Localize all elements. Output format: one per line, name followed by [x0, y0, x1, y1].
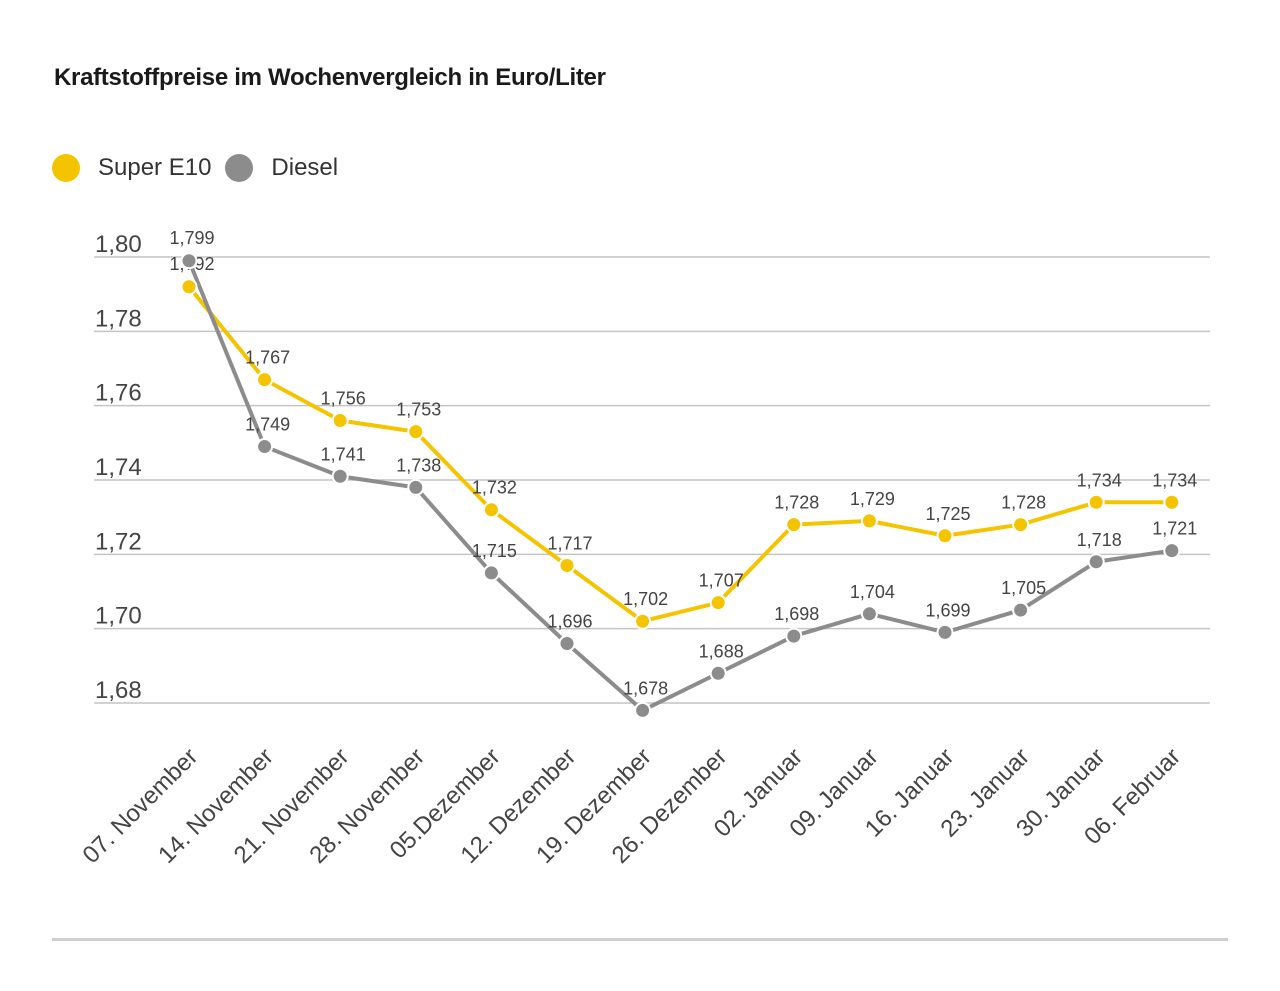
data-point-super-e10 [407, 423, 425, 441]
data-point-diesel [785, 627, 803, 645]
data-label-super-e10: 1,729 [850, 489, 895, 509]
data-point-diesel [709, 664, 727, 682]
data-point-super-e10 [860, 512, 878, 530]
data-point-super-e10 [256, 371, 274, 389]
data-label-diesel: 1,799 [169, 228, 214, 248]
data-label-super-e10: 1,732 [472, 478, 517, 498]
legend-label-diesel: Diesel [271, 154, 339, 181]
data-label-diesel: 1,678 [623, 678, 668, 698]
y-tick-label: 1,68 [95, 677, 142, 704]
data-point-super-e10 [1163, 493, 1181, 511]
data-label-diesel: 1,749 [245, 415, 290, 435]
data-point-diesel [482, 564, 500, 582]
data-label-diesel: 1,715 [472, 541, 517, 561]
data-point-super-e10 [482, 501, 500, 519]
data-point-super-e10 [936, 527, 954, 545]
data-point-diesel [634, 701, 652, 719]
data-label-super-e10: 1,725 [925, 504, 970, 524]
legend-marker-diesel [225, 154, 254, 182]
data-label-super-e10: 1,756 [321, 389, 366, 409]
data-label-diesel: 1,741 [321, 444, 366, 464]
data-point-diesel [331, 467, 349, 485]
data-label-super-e10: 1,767 [245, 348, 290, 368]
data-point-super-e10 [180, 278, 198, 296]
data-point-super-e10 [331, 412, 349, 430]
data-label-super-e10: 1,734 [1152, 470, 1197, 490]
data-point-diesel [1163, 542, 1181, 560]
data-point-diesel [256, 438, 274, 456]
data-label-diesel: 1,721 [1152, 519, 1197, 539]
data-point-super-e10 [785, 516, 803, 534]
data-label-diesel: 1,696 [547, 612, 592, 632]
data-label-diesel: 1,699 [925, 600, 970, 620]
legend-marker-super-e10 [52, 154, 80, 182]
data-label-diesel: 1,738 [396, 455, 441, 475]
data-label-diesel: 1,705 [1001, 578, 1046, 598]
data-point-super-e10 [1087, 493, 1105, 511]
legend-item-diesel: Diesel [225, 154, 338, 182]
data-point-super-e10 [634, 612, 652, 630]
legend-label-super-e10: Super E10 [98, 154, 212, 181]
data-label-diesel: 1,718 [1077, 530, 1122, 550]
data-point-super-e10 [558, 556, 576, 574]
data-label-super-e10: 1,753 [396, 400, 441, 420]
chart-legend: Super E10 Diesel [52, 154, 352, 182]
y-tick-label: 1,70 [95, 603, 142, 630]
data-point-diesel [860, 605, 878, 623]
bottom-divider [52, 938, 1228, 941]
data-label-super-e10: 1,728 [774, 493, 819, 513]
data-point-diesel [1012, 601, 1030, 619]
data-point-super-e10 [1012, 516, 1030, 534]
data-point-diesel [558, 635, 576, 653]
data-label-super-e10: 1,707 [699, 571, 744, 591]
series-line-diesel [187, 259, 1173, 713]
data-label-diesel: 1,704 [850, 582, 895, 602]
data-label-diesel: 1,698 [774, 604, 819, 624]
y-tick-label: 1,78 [95, 305, 142, 332]
data-point-diesel [936, 623, 954, 641]
data-point-super-e10 [709, 594, 727, 612]
data-label-diesel: 1,688 [699, 641, 744, 661]
series-line-super-e10 [187, 285, 1172, 624]
chart-title: Kraftstoffpreise im Wochenvergleich in E… [54, 64, 606, 91]
y-tick-label: 1,74 [95, 454, 142, 481]
data-point-diesel [1087, 553, 1105, 571]
legend-item-super-e10: Super E10 [52, 154, 211, 182]
data-point-diesel [180, 252, 198, 270]
data-label-super-e10: 1,734 [1077, 470, 1122, 490]
data-label-super-e10: 1,702 [623, 589, 668, 609]
y-tick-label: 1,80 [95, 231, 142, 258]
data-label-super-e10: 1,717 [547, 533, 592, 553]
y-tick-label: 1,76 [95, 380, 142, 407]
y-tick-label: 1,72 [95, 528, 142, 555]
data-point-diesel [407, 478, 425, 496]
data-label-super-e10: 1,728 [1001, 493, 1046, 513]
